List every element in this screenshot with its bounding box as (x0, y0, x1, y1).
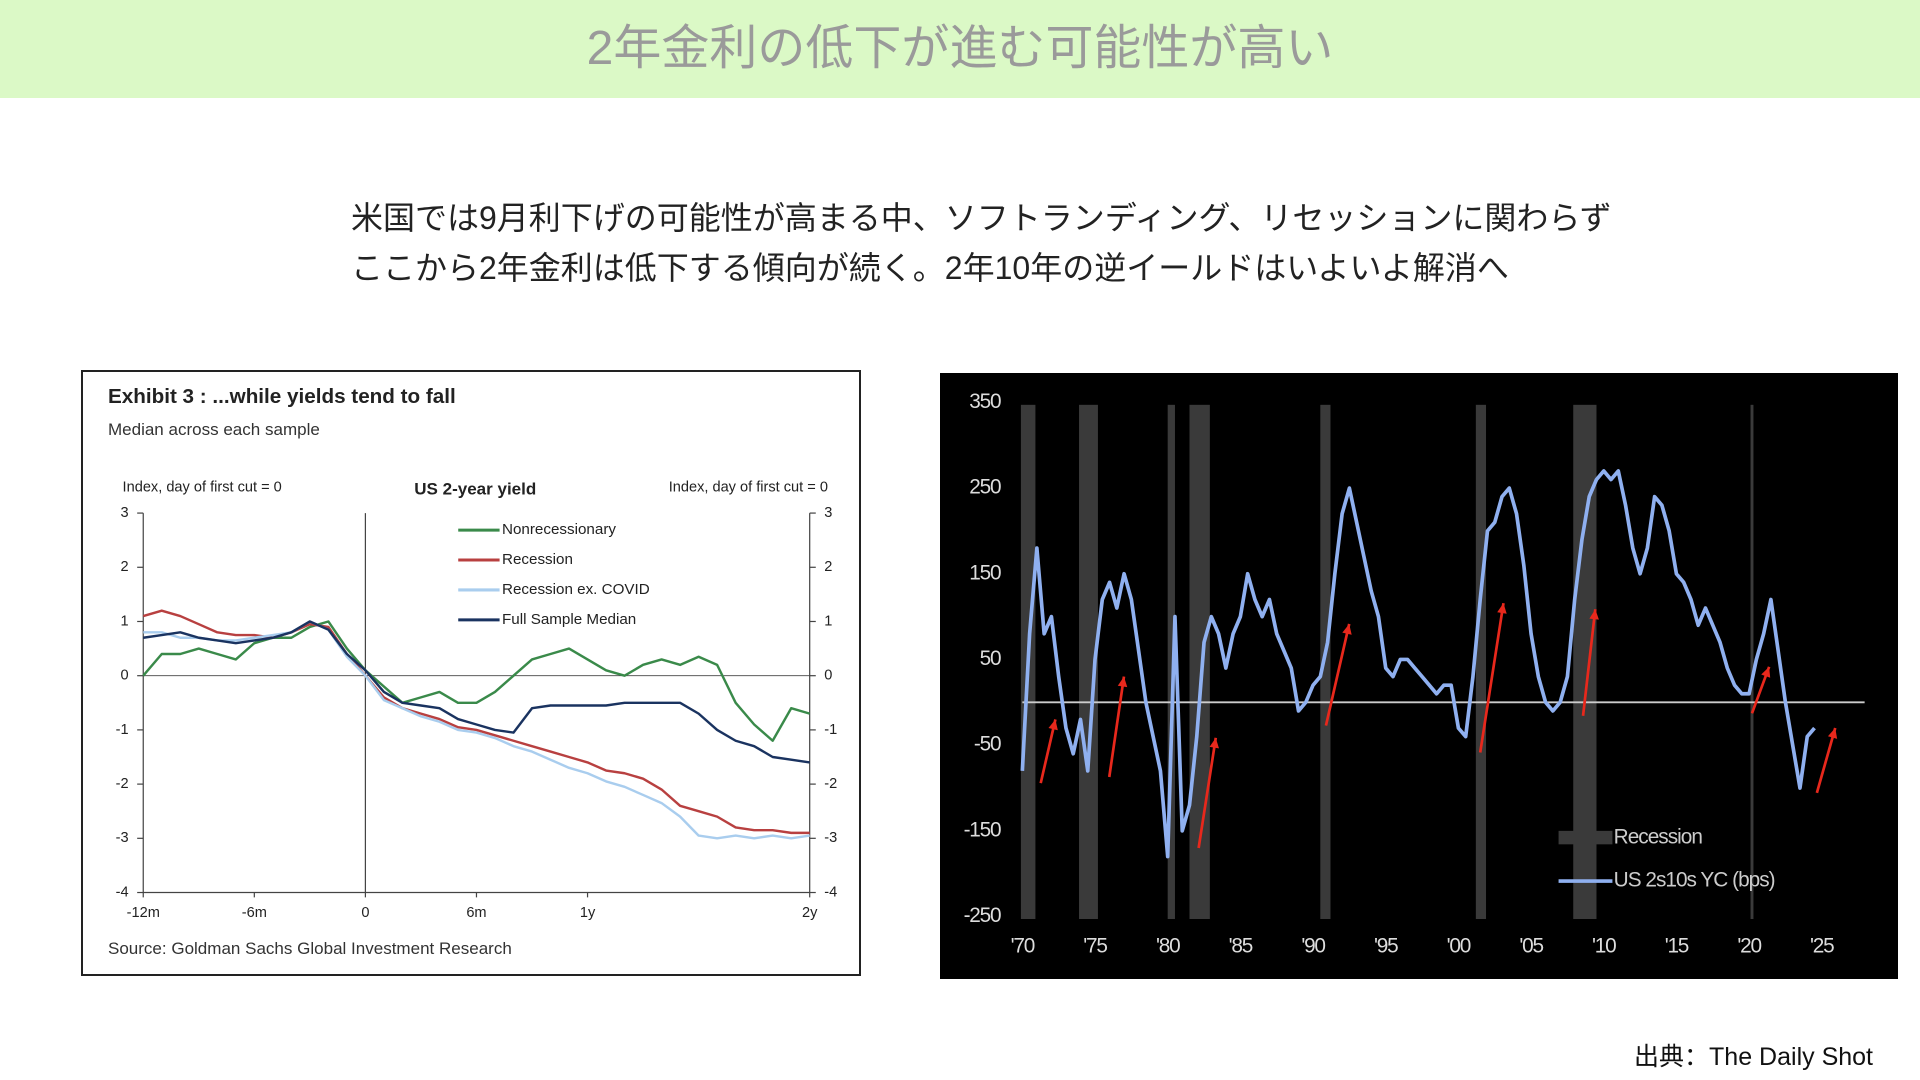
annotation-arrow (1107, 676, 1126, 778)
y2-tick-label: -4 (824, 884, 837, 900)
chart-yield: Exhibit 3 : ...while yields tend to fall… (81, 370, 861, 976)
chart-curve: -250 -150 -50 50 150 250 350 '70 '75 '80 '85 '90 '95… (940, 373, 1898, 979)
y2-tick-label: 2 (824, 559, 832, 575)
recession-band (1167, 404, 1175, 920)
annotation-arrowhead (1117, 676, 1128, 688)
y-tick-label: 3 (121, 505, 129, 521)
y-tick-label: 1 (121, 613, 129, 629)
annotation-arrow (1197, 737, 1218, 849)
body-line: 米国では9月利下げの可能性が高まる中、ソフトランディング、リセッションに関わらず (351, 200, 1612, 236)
x-tick-label: '05 (1519, 935, 1543, 958)
slide-title: 2年金利の低下が進む可能性が高い (586, 22, 1334, 75)
annotation-arrowhead (1209, 737, 1219, 749)
y2-tick-label: 3 (824, 505, 832, 521)
x-tick-label: '00 (1447, 935, 1471, 958)
x-tick-label: -6m (242, 905, 267, 921)
chart-title: Exhibit 3 : ...while yields tend to fall (108, 385, 456, 408)
y-tick-label: 0 (121, 668, 129, 684)
legend-label: US 2s10s YC (bps) (1614, 869, 1775, 892)
center-label: US 2-year yield (414, 479, 536, 498)
y-tick-label: 2 (121, 559, 129, 575)
y2-axis-label: Index, day of first cut = 0 (669, 479, 828, 495)
annotation-arrow (1039, 719, 1057, 784)
recession-band (1189, 404, 1210, 920)
legend-swatch (1558, 830, 1613, 845)
annotation-arrowhead (1497, 603, 1507, 614)
x-tick-label: '75 (1083, 935, 1107, 958)
source: 出典：The Daily Shot (1634, 1043, 1873, 1071)
x-tick-label: 6m (466, 905, 486, 921)
y-tick-label: -4 (116, 884, 129, 900)
x-tick-label: '20 (1737, 935, 1761, 958)
legend-label: Nonrecessionary (502, 521, 616, 538)
chart-subtitle: Median across each sample (108, 420, 320, 439)
x-tick-label: '10 (1592, 935, 1616, 958)
annotation-arrowhead (1342, 623, 1352, 635)
annotation-arrowhead (1827, 728, 1838, 739)
annotation-arrow (1815, 727, 1837, 794)
x-tick-label: '80 (1156, 935, 1180, 958)
y2-tick-label: -1 (824, 722, 837, 738)
x-tick-label: '25 (1810, 935, 1834, 958)
y-tick-label: 50 (980, 647, 1001, 670)
y-tick-label: -50 (974, 733, 1001, 756)
y-tick-label: -250 (964, 904, 1001, 927)
recession-band (1750, 404, 1754, 920)
x-tick-label: -12m (127, 905, 160, 921)
legend-label: Recession ex. COVID (502, 581, 650, 598)
series-line (143, 620, 810, 840)
y2-tick-label: -2 (824, 776, 837, 792)
x-tick-label: 0 (361, 905, 369, 921)
background (940, 373, 1898, 979)
header-band (0, 0, 1920, 98)
y-tick-label: -3 (116, 830, 129, 846)
y-axis-label: Index, day of first cut = 0 (123, 479, 282, 495)
body-line: ここから2年金利は低下する傾向が続く。2年10年の逆イールドはいよいよ解消へ (351, 250, 1509, 286)
chart-source: Source: Goldman Sachs Global Investment … (108, 939, 512, 958)
y2-tick-label: 1 (824, 613, 832, 629)
legend-label: Recession (502, 551, 573, 568)
recession-band (1573, 404, 1597, 920)
y-tick-label: -150 (964, 818, 1001, 841)
annotation-arrow (1324, 623, 1351, 726)
series-line (142, 620, 811, 742)
y2-tick-label: -3 (824, 830, 837, 846)
y-tick-label: 150 (969, 561, 1001, 584)
series-line (1020, 469, 1816, 859)
y-tick-label: 250 (969, 476, 1001, 499)
y-tick-label: -1 (116, 722, 129, 738)
x-tick-label: '95 (1374, 935, 1398, 958)
legend-label: Recession (1614, 826, 1703, 849)
recession-band (1320, 404, 1331, 920)
legend-label: Full Sample Median (502, 611, 636, 628)
recession-band (1079, 404, 1098, 920)
annotation-arrowhead (1761, 666, 1771, 678)
series-line (142, 609, 810, 835)
x-tick-label: '90 (1301, 935, 1325, 958)
annotation-arrowhead (1048, 719, 1058, 731)
annotation-arrow (1478, 602, 1505, 753)
x-tick-label: 2y (802, 905, 818, 921)
annotation-arrow (1581, 609, 1597, 716)
y-tick-label: -2 (116, 776, 129, 792)
y-tick-label: 350 (969, 390, 1001, 413)
x-tick-label: '70 (1011, 935, 1035, 958)
recession-band (1475, 404, 1487, 920)
x-tick-label: 1y (580, 905, 596, 921)
series-line (143, 620, 810, 764)
y2-tick-label: 0 (824, 668, 832, 684)
x-tick-label: '15 (1665, 935, 1689, 958)
annotation-arrowhead (1589, 609, 1599, 620)
x-tick-label: '85 (1229, 935, 1253, 958)
